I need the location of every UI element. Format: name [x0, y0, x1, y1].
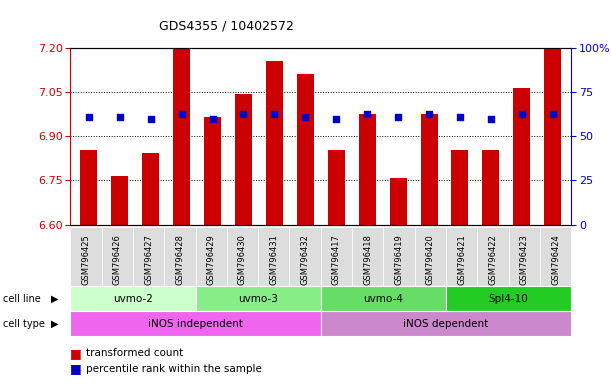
- Bar: [80, 149, 97, 225]
- Text: GSM796432: GSM796432: [301, 234, 310, 285]
- Bar: [235, 94, 252, 225]
- Bar: [327, 149, 345, 225]
- Bar: [452, 149, 469, 225]
- Bar: [390, 177, 406, 225]
- Text: GSM796428: GSM796428: [175, 234, 185, 285]
- Text: iNOS independent: iNOS independent: [148, 318, 243, 329]
- Bar: [513, 88, 530, 225]
- Text: percentile rank within the sample: percentile rank within the sample: [86, 364, 262, 374]
- Point: [146, 116, 156, 122]
- Point: [301, 114, 310, 120]
- Text: GSM796424: GSM796424: [551, 234, 560, 285]
- Point: [517, 111, 527, 118]
- Text: transformed count: transformed count: [86, 348, 183, 358]
- Bar: [173, 50, 190, 225]
- Bar: [266, 61, 283, 225]
- Text: GSM796418: GSM796418: [364, 234, 372, 285]
- Bar: [111, 176, 128, 225]
- Text: Spl4-10: Spl4-10: [489, 293, 529, 304]
- Point: [84, 114, 93, 120]
- Text: GSM796423: GSM796423: [520, 234, 529, 285]
- Point: [455, 114, 465, 120]
- Text: GSM796419: GSM796419: [395, 234, 403, 285]
- Point: [362, 111, 372, 118]
- Bar: [359, 114, 376, 225]
- Bar: [142, 152, 159, 225]
- Bar: [482, 149, 499, 225]
- Bar: [544, 50, 562, 225]
- Text: GSM796420: GSM796420: [426, 234, 435, 285]
- Point: [548, 111, 558, 118]
- Point: [269, 111, 279, 118]
- Point: [177, 111, 186, 118]
- Text: uvmo-2: uvmo-2: [113, 293, 153, 304]
- Text: iNOS dependent: iNOS dependent: [403, 318, 489, 329]
- Text: ▶: ▶: [51, 293, 59, 304]
- Text: GSM796417: GSM796417: [332, 234, 341, 285]
- Text: ▶: ▶: [51, 318, 59, 329]
- Bar: [420, 114, 437, 225]
- Text: GSM796429: GSM796429: [207, 234, 216, 285]
- Point: [208, 116, 218, 122]
- Point: [393, 114, 403, 120]
- Text: uvmo-3: uvmo-3: [238, 293, 278, 304]
- Text: GSM796427: GSM796427: [144, 234, 153, 285]
- Text: GSM796425: GSM796425: [81, 234, 90, 285]
- Text: GSM796421: GSM796421: [457, 234, 466, 285]
- Point: [115, 114, 125, 120]
- Bar: [297, 74, 314, 225]
- Point: [486, 116, 496, 122]
- Text: ■: ■: [70, 362, 82, 375]
- Text: GSM796430: GSM796430: [238, 234, 247, 285]
- Bar: [204, 117, 221, 225]
- Text: cell type: cell type: [3, 318, 45, 329]
- Text: cell line: cell line: [3, 293, 41, 304]
- Text: ■: ■: [70, 347, 82, 360]
- Text: GSM796431: GSM796431: [269, 234, 278, 285]
- Text: GSM796426: GSM796426: [113, 234, 122, 285]
- Point: [424, 111, 434, 118]
- Point: [331, 116, 341, 122]
- Text: GSM796422: GSM796422: [489, 234, 497, 285]
- Text: uvmo-4: uvmo-4: [364, 293, 403, 304]
- Text: GDS4355 / 10402572: GDS4355 / 10402572: [159, 20, 294, 33]
- Point: [238, 111, 248, 118]
